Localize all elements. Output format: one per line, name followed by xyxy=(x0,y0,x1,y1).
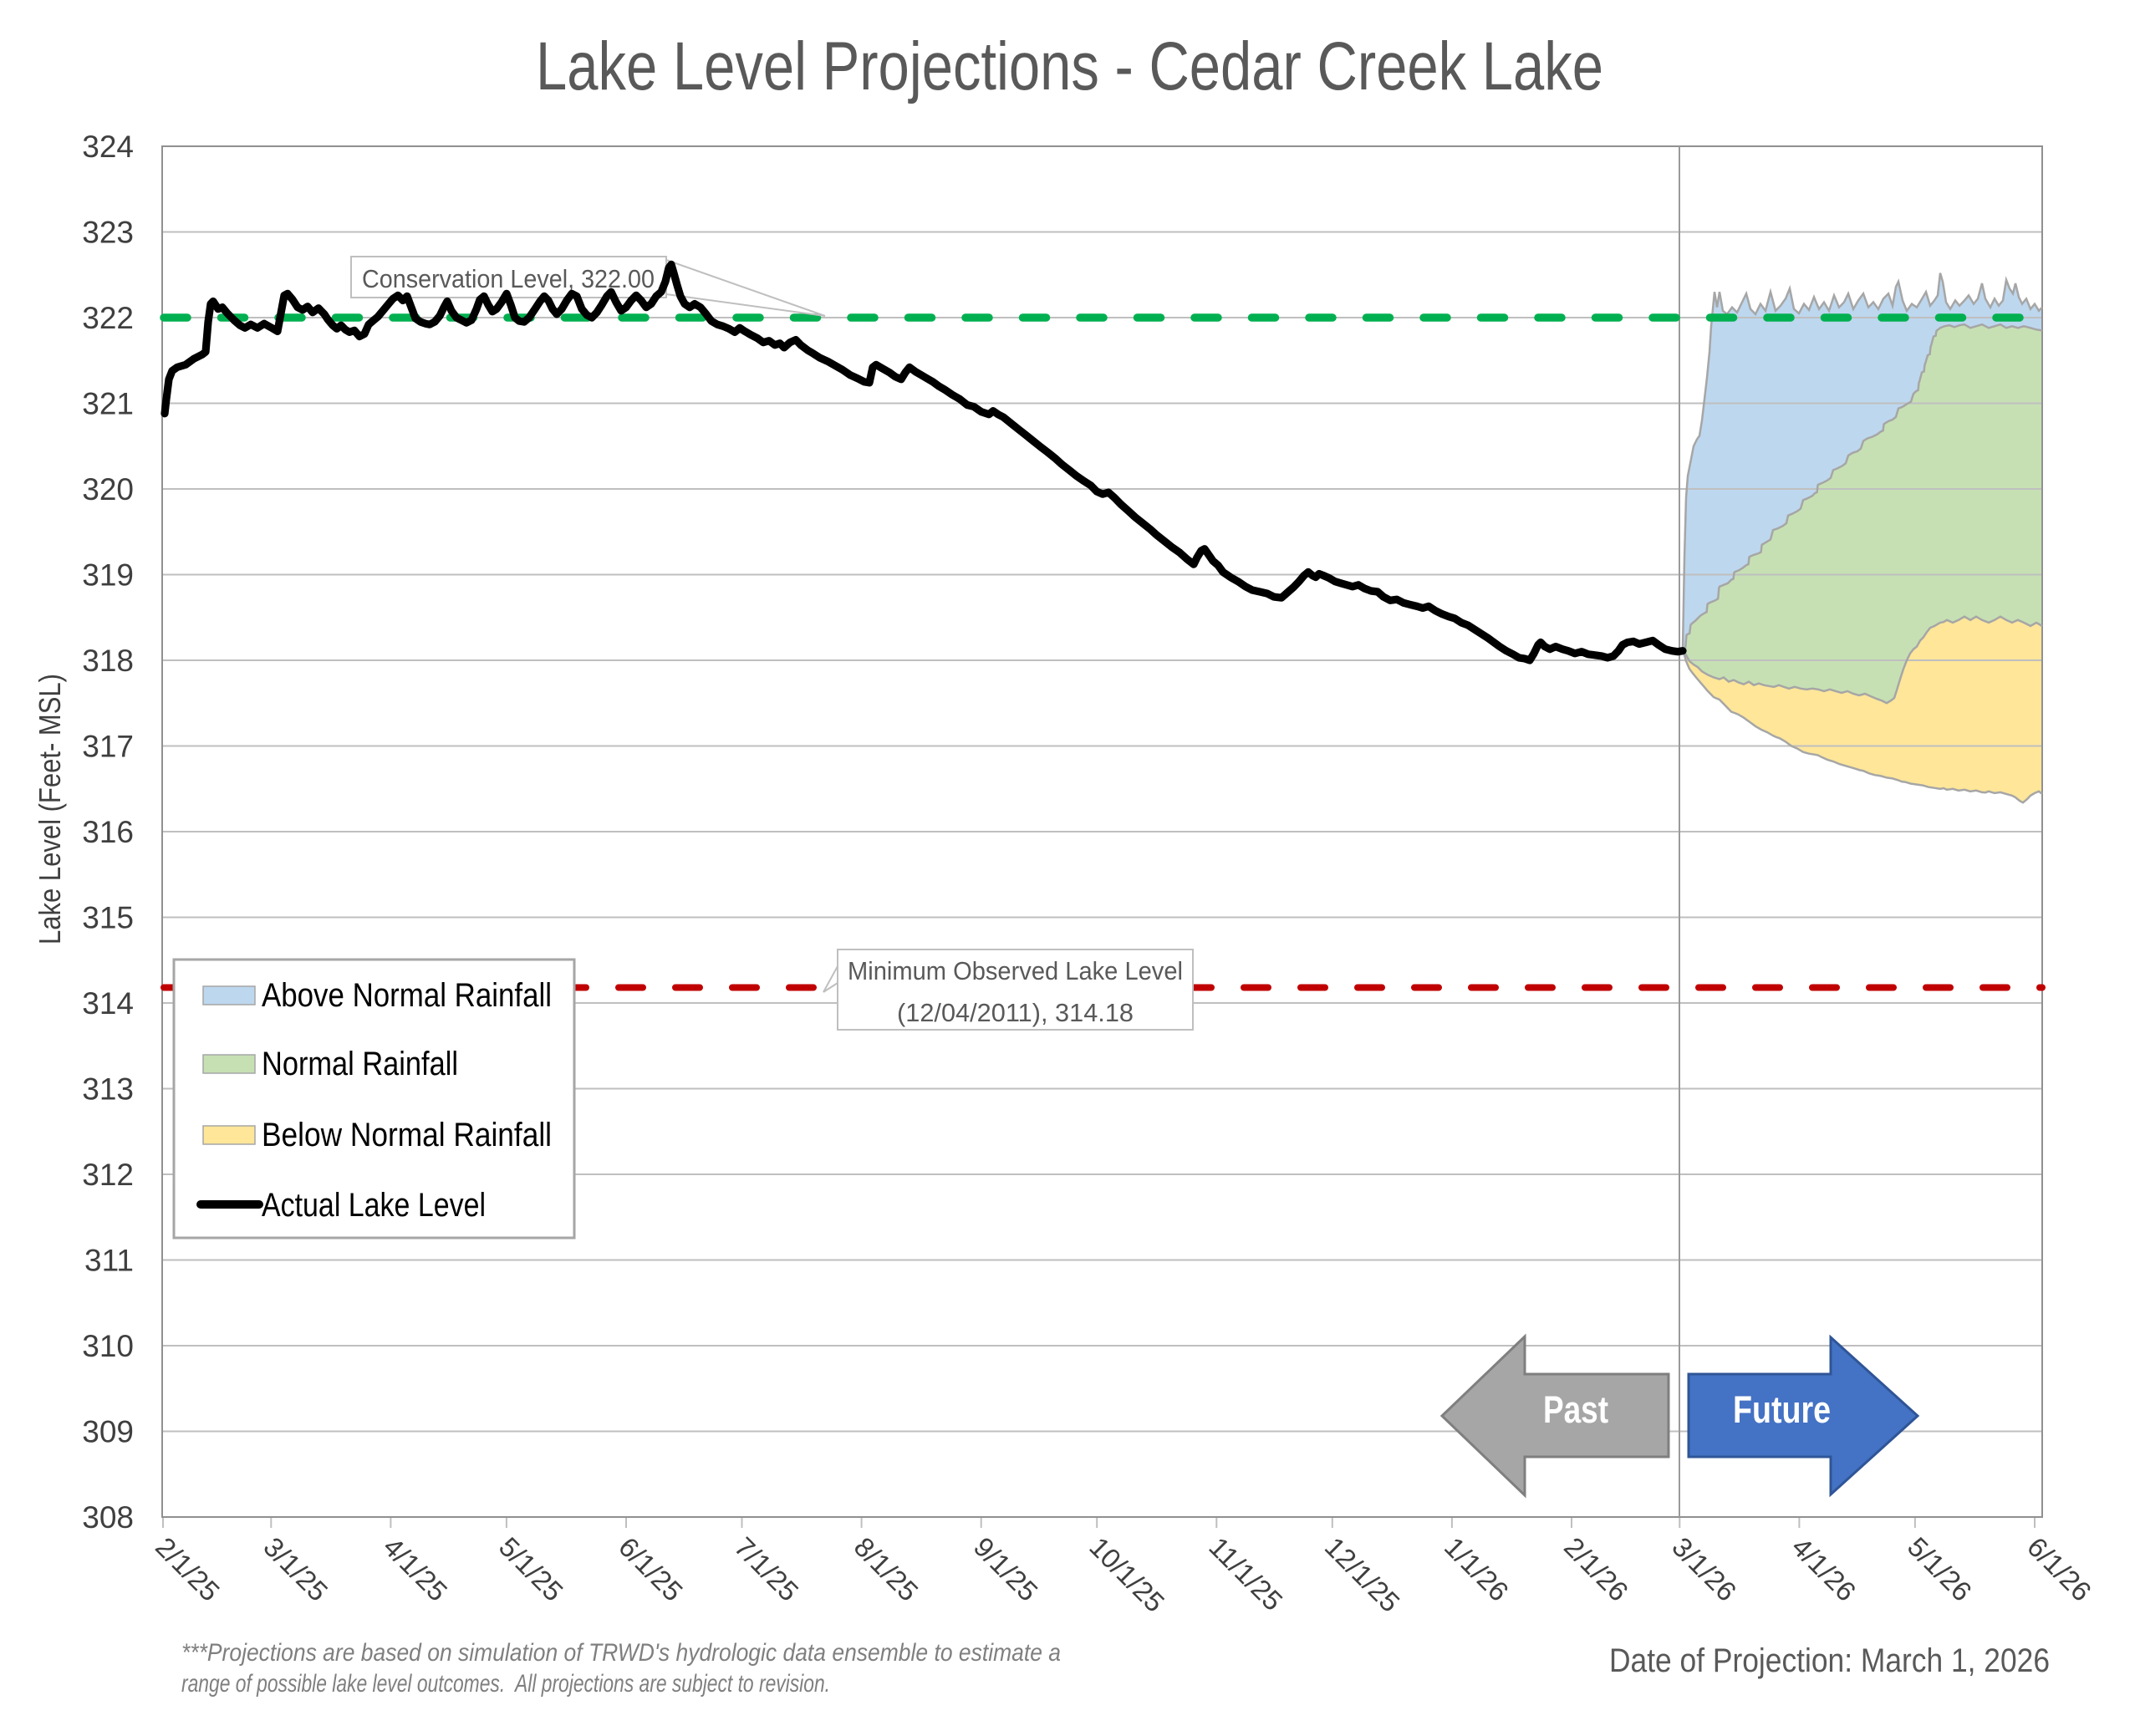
svg-text:Lake Level (Feet- MSL): Lake Level (Feet- MSL) xyxy=(33,674,67,944)
svg-text:309: 309 xyxy=(82,1415,134,1449)
svg-text:(12/04/2011), 314.18: (12/04/2011), 314.18 xyxy=(897,998,1134,1027)
svg-text:312: 312 xyxy=(82,1158,134,1192)
svg-text:Lake Level Projections - Cedar: Lake Level Projections - Cedar Creek Lak… xyxy=(536,28,1603,104)
svg-text:Future: Future xyxy=(1733,1388,1831,1431)
svg-text:Date of Projection: March 1, 2: Date of Projection: March 1, 2026 xyxy=(1609,1642,2050,1679)
svg-text:321: 321 xyxy=(82,387,134,421)
svg-text:316: 316 xyxy=(82,815,134,849)
svg-text:315: 315 xyxy=(82,901,134,935)
svg-text:317: 317 xyxy=(82,730,134,764)
svg-text:***Projections are based on si: ***Projections are based on simulation o… xyxy=(181,1639,1061,1667)
svg-text:324: 324 xyxy=(82,130,134,164)
svg-text:314: 314 xyxy=(82,986,134,1021)
svg-text:Below Normal Rainfall: Below Normal Rainfall xyxy=(262,1117,552,1153)
svg-text:322: 322 xyxy=(82,301,134,335)
svg-text:Minimum Observed Lake Level: Minimum Observed Lake Level xyxy=(848,956,1183,985)
svg-text:320: 320 xyxy=(82,472,134,507)
svg-text:319: 319 xyxy=(82,558,134,593)
svg-text:Conservation Level, 322.00: Conservation Level, 322.00 xyxy=(362,264,655,293)
svg-text:311: 311 xyxy=(84,1244,134,1278)
svg-text:Above Normal Rainfall: Above Normal Rainfall xyxy=(262,977,552,1014)
svg-text:323: 323 xyxy=(82,216,134,250)
svg-text:310: 310 xyxy=(82,1329,134,1363)
svg-text:range of possible lake level o: range of possible lake level outcomes. A… xyxy=(181,1670,830,1698)
svg-text:Normal Rainfall: Normal Rainfall xyxy=(262,1046,458,1082)
svg-text:313: 313 xyxy=(82,1072,134,1107)
svg-text:308: 308 xyxy=(82,1500,134,1535)
svg-text:318: 318 xyxy=(82,644,134,678)
svg-text:Actual Lake Level: Actual Lake Level xyxy=(262,1187,486,1224)
svg-text:Past: Past xyxy=(1543,1388,1608,1431)
